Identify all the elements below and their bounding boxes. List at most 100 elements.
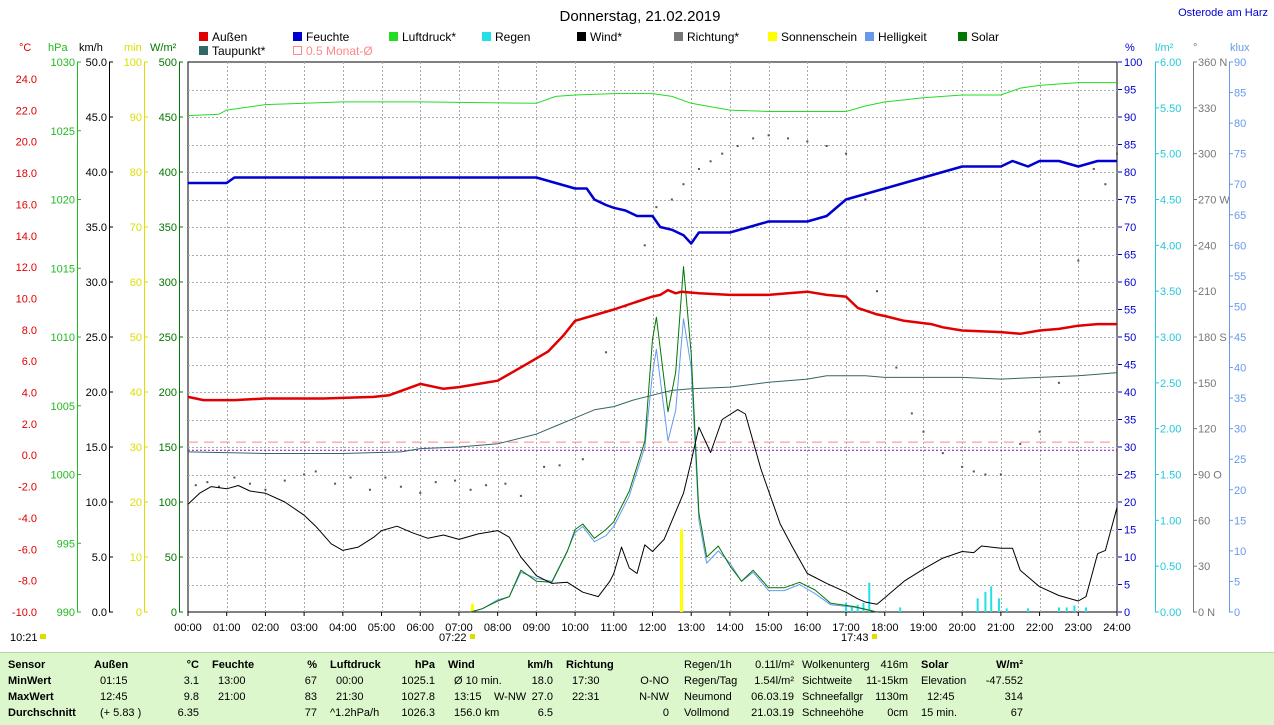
left-axis-tick-label: 0.0 [92,607,107,619]
richtung-point [682,183,685,186]
legend-label: Feuchte [306,30,350,44]
left-axis-tick-label: 400 [159,167,177,179]
left-axis-tick-label: 990 [57,607,75,619]
sunset-label: 17:43 [841,632,869,644]
left-axis-tick-label: 1030 [51,57,75,69]
stats-richtung-header: Richtung [566,659,614,671]
stats-wolken-label: Wolkenunterg [802,659,870,671]
stats-luftdruck: Luftdruck hPa 00:00 1025.1 21:30 1027.8 ^1.… [330,657,435,721]
right-axis-tick-label: 65 [1234,210,1246,222]
legend-label: Richtung* [687,30,739,44]
right-axis-tick-label: 1.00 [1160,515,1181,527]
right-axis-tick-label: 80 [1234,118,1246,130]
left-axis-tick-label: -8.0 [18,576,37,588]
stats-wind-avg10-value: 18.0 [531,675,553,687]
legend-swatch [674,32,683,41]
right-axis-tick-label: 90 [1234,57,1246,69]
right-axis-tick-label: 120 [1198,424,1216,436]
series-helligkeit-line [470,318,878,613]
left-axis-tick-label: 0 [171,607,177,619]
right-axis-tick-label: 25 [1124,470,1136,482]
legend-swatch [577,32,586,41]
left-axis-tick-label: 18.0 [16,168,37,180]
left-axis-tick-label: 60 [130,277,142,289]
stats-aussen-avg-note: (+ 5.83 ) [100,707,142,719]
right-axis-tick-label: 35 [1234,393,1246,405]
right-axis-tick-label: 0 [1124,607,1130,619]
left-axis-tick-label: 20.0 [16,137,37,149]
stats-luftdruck-min-value: 1025.1 [401,675,435,687]
stats-aussen-avg-value: 6.35 [177,707,199,719]
regen-bar [1073,605,1076,612]
left-axis-tick-label: 10.0 [86,497,107,509]
left-axis-tick-label: 250 [159,332,177,344]
sonnenschein-bar [680,529,684,612]
richtung-point [806,140,809,143]
x-axis-tick-label: 04:00 [329,622,357,634]
right-axis-tick-label: 270 W [1198,195,1230,207]
regen-bar [990,586,993,612]
stats-luftdruck-header: Luftdruck [330,659,381,671]
stats-avg-label: Durchschnitt [8,707,76,719]
stats-richtung-max-time: 22:31 [572,691,600,703]
left-axis-unit: min [124,42,142,54]
richtung-point [1104,183,1107,186]
x-axis-tick-label: 21:00 [987,622,1015,634]
left-axis-tick-label: 100 [124,57,142,69]
left-axis-tick-label: 10.0 [16,293,37,305]
richtung-point [767,134,770,137]
richtung-point [434,481,437,484]
right-axis-tick-label: 5 [1234,576,1240,588]
left-axis-tick-label: 200 [159,387,177,399]
left-axis-tick-label: -10.0 [12,607,37,619]
stats-wolken-value: 416m [880,659,908,671]
legend-swatch [293,32,302,41]
series-feuchte-line [188,159,1117,245]
right-axis-tick-label: 45 [1124,360,1136,372]
stats-vollmond-value: 21.03.19 [751,707,794,719]
legend: Außen Feuchte Luftdruck* Regen Wind* Richtung… [199,30,999,58]
left-axis-tick-label: 1000 [51,470,75,482]
right-axis-tick-label: 0 [1234,607,1240,619]
richtung-point [558,464,561,467]
left-axis-tick-label: 70 [130,222,142,234]
regen-bar [1057,607,1060,612]
richtung-point [454,479,457,482]
left-axis-tick-label: 15.0 [86,442,107,454]
stats-aussen-unit: °C [186,659,199,671]
regen-bar [845,602,848,612]
right-axis-tick-label: 50 [1124,332,1136,344]
right-axis-tick-label: 95 [1124,85,1136,97]
stats-feuchte-min-time: 13:00 [218,675,246,687]
richtung-point [864,198,867,201]
richtung-point [825,145,828,148]
stats-wind-max-time: 13:15 [454,691,482,703]
right-axis-tick-label: 4.50 [1160,195,1181,207]
left-axis-tick-label: 50.0 [86,57,107,69]
location-link[interactable]: Osterode am Harz [1178,7,1268,19]
left-axis-tick-label: 45.0 [86,112,107,124]
richtung-point [419,491,422,494]
right-axis-tick-label: 5.00 [1160,149,1181,161]
stats-luftdruck-unit: hPa [414,659,435,671]
x-axis-tick-label: 00:00 [174,622,202,634]
right-axis-tick-label: 180 S [1198,332,1227,344]
right-axis-tick-label: 40 [1124,387,1136,399]
stats-max-label: MaxWert [8,691,54,703]
stats-richtung-min-dir: O-NO [640,675,669,687]
right-axis-tick-label: 0 N [1198,607,1215,619]
axes: °C 24.0 22.0 20.0 18.0 16.0 14.0 12.0 10.0 8.0 6.0… [12,42,1250,619]
right-axis-tick-label: 15 [1124,525,1136,537]
left-axis-tick-label: 30.0 [86,277,107,289]
right-axis-tick-label: 80 [1124,167,1136,179]
stats-solar-elev-label: Elevation [921,675,967,687]
left-axis-tick-label: 100 [159,497,177,509]
regen-bar [976,598,979,612]
stats-regen: Regen/1h 0.11l/m² Regen/Tag 1.54l/m² Neumo… [684,657,794,721]
regen-bar [850,606,853,612]
richtung-point [1057,381,1060,384]
legend-swatch [293,46,302,55]
right-axis-unit: l/m² [1155,42,1174,54]
legend-swatch [865,32,874,41]
time-left-label: 10:21 [10,632,38,644]
